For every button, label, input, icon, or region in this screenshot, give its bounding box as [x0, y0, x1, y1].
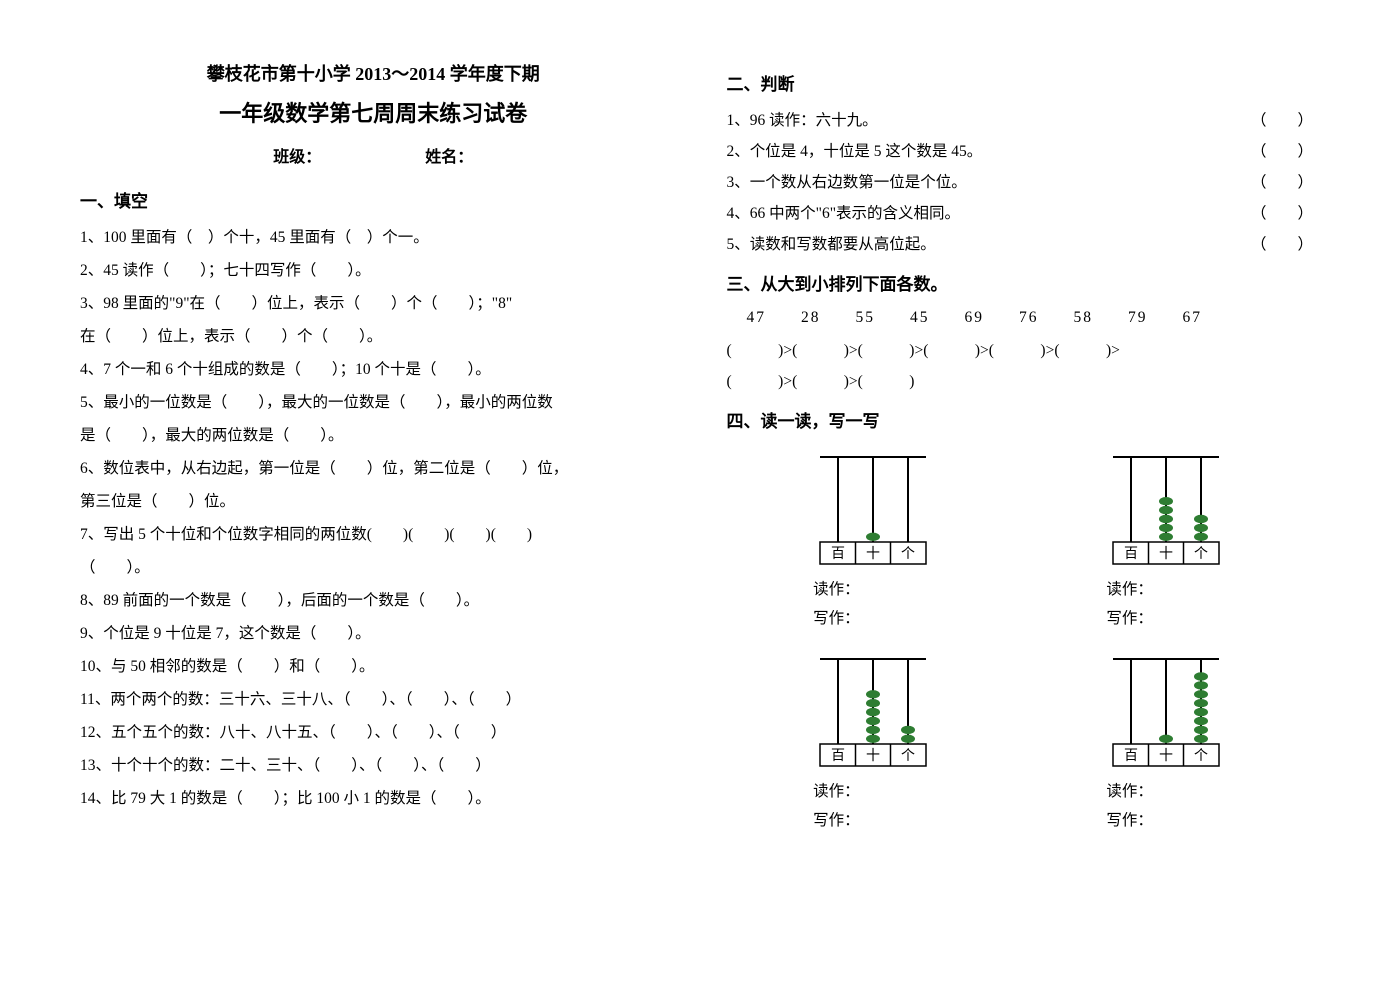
j4-paren: （ ）	[1251, 198, 1313, 229]
abacus-1: 百 十 个 读作： 写作：	[808, 447, 938, 634]
abacus-1-read: 读作：	[813, 575, 938, 604]
q3b: 在（ ）位上，表示（ ）个（ ）。	[80, 321, 667, 352]
q3a: 3、98 里面的"9"在（ ）位上，表示（ ）个（ ）；"8"	[80, 288, 667, 319]
q5b: 是（ ），最大的两位数是（ ）。	[80, 420, 667, 451]
abacus-2: 百 十 个 读作： 写作：	[1101, 447, 1231, 634]
q8: 8、89 前面的一个数是（ ），后面的一个数是（ ）。	[80, 585, 667, 616]
abacus-2-write: 写作：	[1106, 604, 1231, 633]
abacus-4-write: 写作：	[1106, 806, 1231, 835]
q4: 4、7 个一和 6 个十组成的数是（ ）；10 个十是（ ）。	[80, 354, 667, 385]
j5-paren: （ ）	[1251, 229, 1313, 260]
judge-5: 5、读数和写数都要从高位起。 （ ）	[727, 229, 1314, 260]
j5-text: 5、读数和写数都要从高位起。	[727, 229, 936, 260]
name-label: 姓名：	[425, 143, 473, 167]
j3-paren: （ ）	[1251, 167, 1313, 198]
svg-text:百: 百	[831, 748, 845, 764]
svg-text:百: 百	[1124, 546, 1138, 562]
abacus-4-svg: 百十个	[1101, 649, 1231, 769]
q2: 2、45 读作（ ）；七十四写作（ ）。	[80, 255, 667, 286]
svg-text:个: 个	[1194, 546, 1208, 562]
abacus-1-svg: 百十个	[808, 447, 938, 567]
q9: 9、个位是 9 十位是 7，这个数是（ ）。	[80, 618, 667, 649]
q10: 10、与 50 相邻的数是（ ）和（ ）。	[80, 651, 667, 682]
worksheet-title: 一年级数学第七周周末练习试卷	[80, 96, 667, 128]
section-4-title: 四、读一读，写一写	[727, 407, 1314, 432]
q14: 14、比 79 大 1 的数是（ ）；比 100 小 1 的数是（ ）。	[80, 783, 667, 814]
abacus-row-2: 百 十 个 读作： 写作： 百 十 个 读作： 写作：	[727, 649, 1314, 836]
q13: 13、十个十个的数：二十、三十、（ ）、（ ）、（ ）	[80, 750, 667, 781]
q6a: 6、数位表中，从右边起，第一位是（ ）位，第二位是（ ）位，	[80, 453, 667, 484]
abacus-4-read: 读作：	[1106, 777, 1231, 806]
q7b: （ ）。	[80, 552, 667, 583]
judge-1: 1、96 读作：六十九。 （ ）	[727, 105, 1314, 136]
q5a: 5、最小的一位数是（ ），最大的一位数是（ ），最小的两位数	[80, 387, 667, 418]
j2-paren: （ ）	[1251, 136, 1313, 167]
section-2-title: 二、判断	[727, 70, 1314, 95]
j4-text: 4、66 中两个"6"表示的含义相同。	[727, 198, 961, 229]
svg-text:百: 百	[831, 546, 845, 562]
svg-text:十: 十	[1159, 546, 1173, 562]
abacus-2-svg: 百十个	[1101, 447, 1231, 567]
sort-blanks-1: ( )>( )>( )>( )>( )>( )>	[727, 335, 1314, 366]
j3-text: 3、一个数从右边数第一位是个位。	[727, 167, 967, 198]
abacus-3-svg: 百十个	[808, 649, 938, 769]
section-1-title: 一、填空	[80, 187, 667, 212]
judge-2: 2、个位是 4，十位是 5 这个数是 45。 （ ）	[727, 136, 1314, 167]
section-3-title: 三、从大到小排列下面各数。	[727, 270, 1314, 295]
school-header: 攀枝花市第十小学 2013～2014 学年度下期	[80, 60, 667, 86]
svg-text:个: 个	[1194, 748, 1208, 764]
abacus-3: 百 十 个 读作： 写作：	[808, 649, 938, 836]
left-column: 攀枝花市第十小学 2013～2014 学年度下期 一年级数学第七周周末练习试卷 …	[50, 60, 697, 924]
abacus-3-read: 读作：	[813, 777, 938, 806]
svg-text:十: 十	[1159, 748, 1173, 764]
judge-4: 4、66 中两个"6"表示的含义相同。 （ ）	[727, 198, 1314, 229]
q6b: 第三位是（ ）位。	[80, 486, 667, 517]
j1-text: 1、96 读作：六十九。	[727, 105, 878, 136]
q7a: 7、写出 5 个十位和个位数字相同的两位数( )( )( )( )	[80, 519, 667, 550]
judge-3: 3、一个数从右边数第一位是个位。 （ ）	[727, 167, 1314, 198]
q11: 11、两个两个的数：三十六、三十八、（ ）、（ ）、（ ）	[80, 684, 667, 715]
abacus-4: 百 十 个 读作： 写作：	[1101, 649, 1231, 836]
svg-text:十: 十	[866, 748, 880, 764]
abacus-2-read: 读作：	[1106, 575, 1231, 604]
svg-text:个: 个	[901, 546, 915, 562]
q1: 1、100 里面有（ ）个十，45 里面有（ ）个一。	[80, 222, 667, 253]
abacus-row-1: 百 十 个 读作： 写作： 百 十 个 读作： 写作：	[727, 447, 1314, 634]
svg-text:百: 百	[1124, 748, 1138, 764]
j1-paren: （ ）	[1251, 105, 1313, 136]
sort-numbers: 47 28 55 45 69 76 58 79 67	[747, 305, 1314, 327]
svg-text:个: 个	[901, 748, 915, 764]
abacus-1-write: 写作：	[813, 604, 938, 633]
j2-text: 2、个位是 4，十位是 5 这个数是 45。	[727, 136, 983, 167]
abacus-3-write: 写作：	[813, 806, 938, 835]
q12: 12、五个五个的数：八十、八十五、（ ）、（ ）、（ ）	[80, 717, 667, 748]
class-name-row: 班级： 姓名：	[80, 143, 667, 167]
class-label: 班级：	[273, 143, 321, 167]
svg-text:十: 十	[866, 546, 880, 562]
right-column: 二、判断 1、96 读作：六十九。 （ ） 2、个位是 4，十位是 5 这个数是 …	[697, 60, 1344, 924]
sort-blanks-2: ( )>( )>( )	[727, 366, 1314, 397]
